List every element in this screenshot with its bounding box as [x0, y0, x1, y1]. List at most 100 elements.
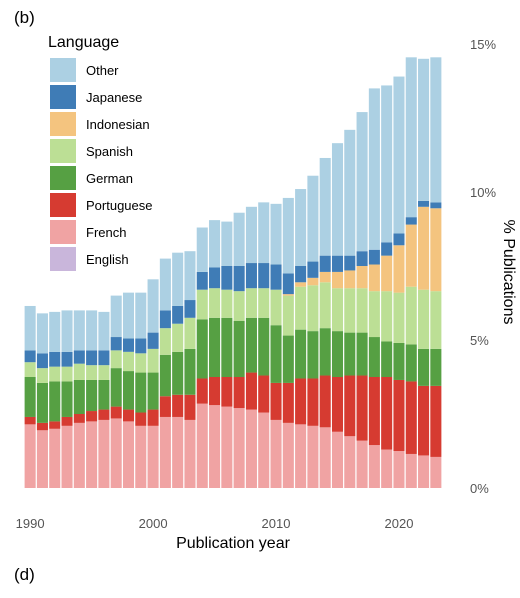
bar-portuguese-2013 — [307, 378, 319, 426]
bar-french-1990 — [24, 424, 36, 488]
bar-portuguese-2017 — [356, 375, 368, 441]
legend-label-japanese: Japanese — [86, 90, 142, 105]
x-axis-title: Publication year — [176, 535, 291, 552]
bar-japanese-1994 — [73, 350, 85, 364]
bar-spanish-1998 — [122, 351, 135, 372]
bar-german-2002 — [172, 351, 184, 395]
bar-french-2020 — [393, 451, 405, 488]
bar-japanese-1993 — [61, 351, 73, 367]
bar-german-2022 — [418, 348, 430, 386]
x-tick-label: 2000 — [139, 516, 168, 531]
bar-spanish-1996 — [98, 365, 110, 380]
bar-german-1992 — [49, 381, 61, 422]
bar-japanese-1999 — [135, 338, 147, 354]
bar-portuguese-2012 — [295, 378, 307, 425]
bar-french-1996 — [98, 419, 110, 488]
bar-japanese-1997 — [110, 337, 122, 351]
bar-japanese-2020 — [393, 233, 405, 246]
bar-spanish-1995 — [86, 365, 98, 380]
bar-other-2004 — [196, 227, 208, 272]
bar-german-2005 — [209, 317, 221, 377]
bar-other-1990 — [24, 305, 36, 351]
bar-portuguese-2022 — [418, 385, 430, 456]
bar-portuguese-2021 — [405, 381, 417, 454]
bar-french-2007 — [233, 408, 245, 488]
bar-french-2021 — [405, 453, 417, 488]
bar-french-2010 — [270, 419, 282, 488]
bar-french-2002 — [172, 416, 184, 488]
bar-other-2008 — [245, 206, 257, 264]
bar-german-2016 — [344, 332, 356, 376]
bar-indonesian-2017 — [356, 266, 368, 289]
bar-german-1994 — [73, 379, 85, 414]
bar-french-2000 — [147, 425, 159, 488]
bar-other-1999 — [135, 292, 147, 339]
bar-japanese-2004 — [196, 271, 208, 290]
y-axis-title: % Publications — [500, 220, 517, 325]
bar-french-2004 — [196, 403, 208, 488]
bar-french-2006 — [221, 406, 233, 488]
bar-other-1998 — [122, 292, 135, 339]
bar-portuguese-1998 — [122, 409, 135, 422]
bar-german-1998 — [122, 371, 135, 410]
bar-portuguese-2000 — [147, 409, 159, 426]
bar-french-2023 — [430, 456, 442, 488]
bar-french-2016 — [344, 436, 356, 488]
bar-spanish-2004 — [196, 289, 208, 320]
bar-french-2005 — [209, 405, 221, 488]
bar-other-2001 — [159, 258, 171, 311]
bar-spanish-1994 — [73, 363, 85, 380]
bar-french-2013 — [307, 425, 319, 488]
bar-japanese-2003 — [184, 300, 196, 318]
bar-spanish-2012 — [295, 286, 307, 330]
bar-other-2011 — [282, 197, 294, 274]
bar-spanish-2017 — [356, 288, 368, 333]
bar-other-2019 — [381, 85, 393, 243]
bar-german-2001 — [159, 354, 171, 397]
bar-japanese-2009 — [258, 263, 270, 289]
bar-spanish-1997 — [110, 350, 122, 369]
bar-indonesian-2012 — [295, 282, 307, 287]
bar-german-1999 — [135, 372, 147, 413]
bar-french-1994 — [73, 422, 85, 488]
bar-german-2013 — [307, 331, 319, 379]
bar-other-2014 — [319, 157, 331, 256]
bar-japanese-2001 — [159, 310, 171, 329]
bar-other-1991 — [36, 313, 48, 354]
bar-german-2004 — [196, 319, 208, 379]
bar-other-2023 — [430, 57, 442, 203]
bar-japanese-2008 — [245, 263, 257, 289]
bar-other-2016 — [344, 129, 356, 256]
panel-label-d: (d) — [14, 565, 35, 584]
bar-spanish-2021 — [405, 286, 417, 345]
bar-portuguese-2007 — [233, 377, 245, 409]
bar-other-2000 — [147, 279, 159, 333]
bar-spanish-2002 — [172, 323, 184, 352]
legend-swatch-spanish — [50, 139, 76, 163]
bar-indonesian-2015 — [331, 271, 344, 289]
bar-portuguese-1996 — [98, 409, 110, 420]
bar-spanish-1990 — [24, 362, 36, 377]
y-tick-label: 0% — [470, 481, 489, 496]
legend-swatch-japanese — [50, 85, 76, 109]
bar-french-2017 — [356, 440, 368, 488]
bar-french-1997 — [110, 418, 122, 488]
bar-german-2018 — [368, 337, 380, 377]
bar-french-1992 — [49, 428, 61, 488]
bar-japanese-1996 — [98, 350, 110, 366]
bar-portuguese-2001 — [159, 396, 171, 417]
bar-german-2014 — [319, 328, 331, 376]
bar-german-2023 — [430, 348, 442, 386]
bar-indonesian-2020 — [393, 245, 405, 293]
bar-portuguese-2008 — [245, 372, 257, 410]
bar-other-2020 — [393, 76, 405, 234]
bar-german-2017 — [356, 332, 368, 376]
bar-german-1993 — [61, 381, 73, 417]
bar-french-1995 — [86, 421, 98, 488]
bar-portuguese-1999 — [135, 412, 147, 426]
bar-japanese-1990 — [24, 350, 36, 363]
bar-japanese-2013 — [307, 261, 319, 278]
x-tick-label: 2020 — [385, 516, 414, 531]
bar-indonesian-2011 — [282, 294, 294, 296]
